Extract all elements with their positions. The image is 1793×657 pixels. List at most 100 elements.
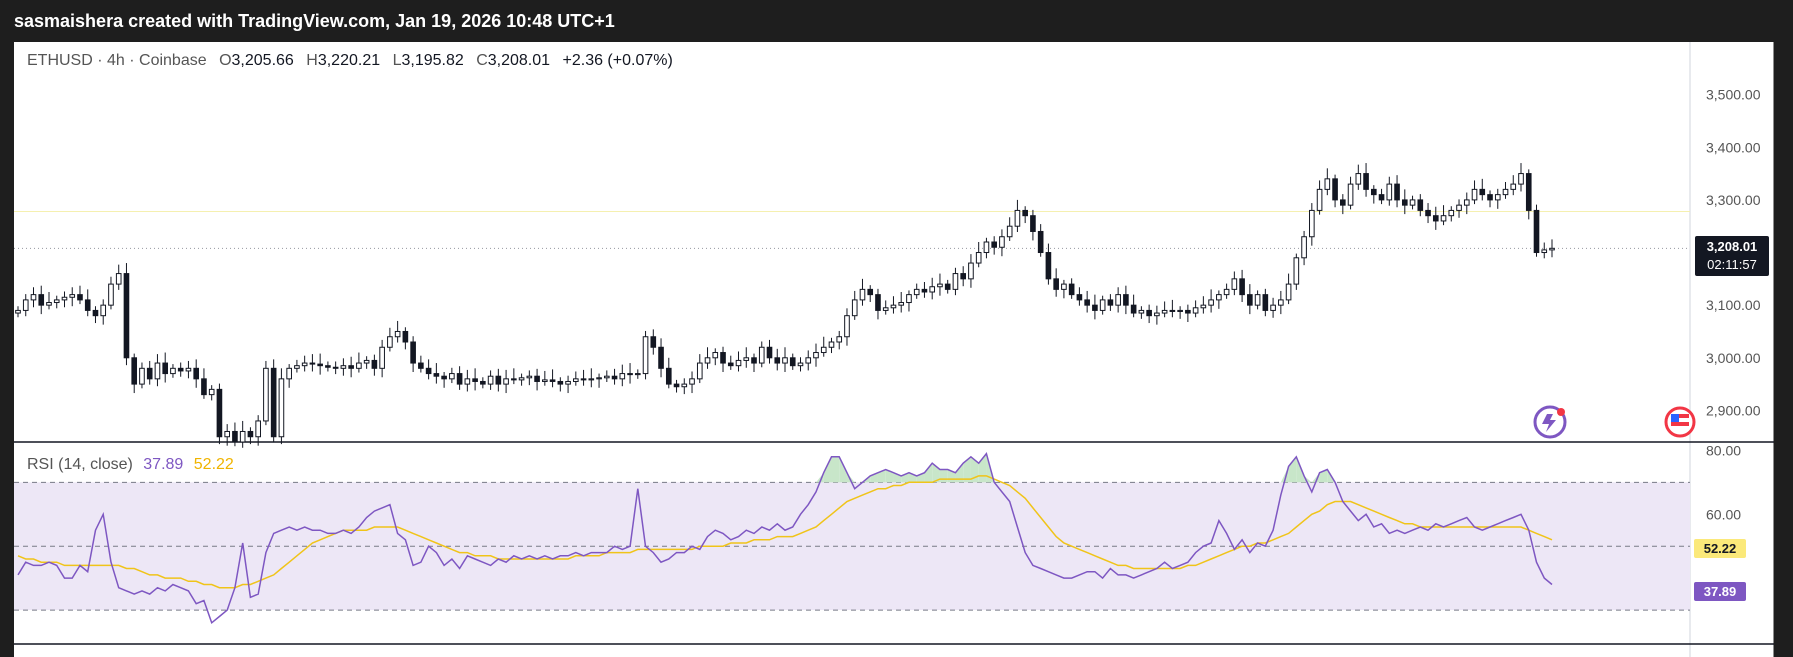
candle[interactable] xyxy=(851,290,858,320)
candle[interactable] xyxy=(929,277,936,300)
candle[interactable] xyxy=(115,264,122,290)
candle[interactable] xyxy=(518,373,525,386)
candle[interactable] xyxy=(301,355,308,372)
candle[interactable] xyxy=(317,353,323,375)
candle[interactable] xyxy=(1502,182,1509,199)
candle[interactable] xyxy=(975,242,982,268)
candle[interactable] xyxy=(1262,288,1269,317)
candle[interactable] xyxy=(906,290,912,312)
candle[interactable] xyxy=(1386,176,1393,206)
candle[interactable] xyxy=(177,362,184,377)
candle[interactable] xyxy=(1185,304,1191,322)
candle[interactable] xyxy=(859,278,866,306)
candle[interactable] xyxy=(263,360,269,426)
candle[interactable] xyxy=(1533,204,1540,257)
candle[interactable] xyxy=(836,330,843,350)
candle[interactable] xyxy=(433,363,440,384)
candle[interactable] xyxy=(379,339,385,378)
candle[interactable] xyxy=(1487,190,1493,208)
candle[interactable] xyxy=(1022,206,1028,224)
chart-canvas[interactable]: 3,500.003,400.003,300.003,200.003,100.00… xyxy=(0,42,1793,657)
candle[interactable] xyxy=(193,359,200,388)
candle[interactable] xyxy=(1138,306,1145,319)
candle[interactable] xyxy=(232,422,238,447)
candle[interactable] xyxy=(1494,188,1501,209)
candle[interactable] xyxy=(673,379,680,393)
candle[interactable] xyxy=(1340,194,1346,215)
symbol-label[interactable]: ETHUSD · 4h · Coinbase xyxy=(27,52,207,69)
candle[interactable] xyxy=(782,347,788,372)
candle[interactable] xyxy=(100,299,107,325)
candle[interactable] xyxy=(1370,185,1377,204)
candle[interactable] xyxy=(270,359,277,443)
candle[interactable] xyxy=(224,424,230,446)
candle[interactable] xyxy=(882,300,889,315)
candle[interactable] xyxy=(960,266,967,287)
candle[interactable] xyxy=(937,273,943,296)
candle[interactable] xyxy=(356,352,362,373)
candle[interactable] xyxy=(1285,273,1292,305)
candle[interactable] xyxy=(170,364,176,378)
candle[interactable] xyxy=(913,283,920,299)
candle[interactable] xyxy=(1432,206,1439,230)
candle[interactable] xyxy=(549,369,556,388)
candle[interactable] xyxy=(867,285,874,302)
rsi-label[interactable]: RSI (14, close) xyxy=(27,456,133,473)
candle[interactable] xyxy=(983,237,990,259)
candle[interactable] xyxy=(534,368,540,391)
candle[interactable] xyxy=(1107,294,1114,311)
candle[interactable] xyxy=(1394,175,1400,208)
candle[interactable] xyxy=(1518,163,1524,192)
candle[interactable] xyxy=(1270,297,1276,318)
candle[interactable] xyxy=(1146,304,1152,324)
candle[interactable] xyxy=(247,427,254,445)
candle[interactable] xyxy=(1541,242,1548,259)
candle[interactable] xyxy=(1076,287,1083,306)
candle[interactable] xyxy=(294,359,300,373)
candle[interactable] xyxy=(727,355,734,370)
candle[interactable] xyxy=(696,354,703,384)
candle[interactable] xyxy=(1479,178,1486,201)
candle[interactable] xyxy=(921,282,928,298)
candle[interactable] xyxy=(216,383,223,445)
candle[interactable] xyxy=(642,330,649,380)
candle[interactable] xyxy=(844,308,850,346)
candle[interactable] xyxy=(1231,271,1238,296)
candle[interactable] xyxy=(1301,230,1307,266)
candle[interactable] xyxy=(1068,278,1075,299)
candle[interactable] xyxy=(743,347,750,368)
candle[interactable] xyxy=(1378,188,1385,205)
candle[interactable] xyxy=(774,348,781,371)
candle[interactable] xyxy=(1216,290,1222,309)
candle[interactable] xyxy=(1316,180,1323,215)
candle[interactable] xyxy=(1084,290,1090,313)
candle[interactable] xyxy=(573,371,579,386)
candle[interactable] xyxy=(1309,203,1315,246)
candle[interactable] xyxy=(1347,176,1354,210)
candle[interactable] xyxy=(999,229,1005,257)
candle[interactable] xyxy=(596,373,602,388)
candle[interactable] xyxy=(1053,268,1059,297)
candle[interactable] xyxy=(542,370,548,386)
candle[interactable] xyxy=(511,368,517,385)
candle[interactable] xyxy=(162,352,169,383)
candle[interactable] xyxy=(472,368,478,391)
candle[interactable] xyxy=(1549,239,1555,258)
candle[interactable] xyxy=(797,357,804,372)
candle[interactable] xyxy=(1177,306,1183,319)
candle[interactable] xyxy=(61,291,68,308)
candle[interactable] xyxy=(968,254,974,288)
candle[interactable] xyxy=(557,377,564,392)
candle[interactable] xyxy=(813,343,819,367)
candle[interactable] xyxy=(1440,205,1447,226)
candle[interactable] xyxy=(131,353,138,394)
candle[interactable] xyxy=(495,368,502,392)
candle[interactable] xyxy=(340,358,347,376)
candle[interactable] xyxy=(146,360,153,385)
candle[interactable] xyxy=(1278,290,1284,315)
candle[interactable] xyxy=(286,364,292,388)
candle[interactable] xyxy=(603,370,610,382)
candle[interactable] xyxy=(619,364,626,387)
candle[interactable] xyxy=(1471,180,1478,205)
candle[interactable] xyxy=(828,337,835,354)
